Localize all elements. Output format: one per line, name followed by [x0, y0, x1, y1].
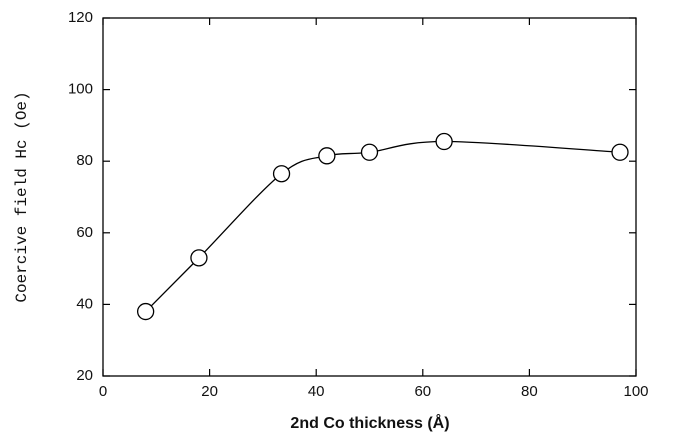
- y-tick-label: 60: [76, 224, 93, 241]
- data-point: [318, 147, 336, 165]
- y-tick-label: 20: [76, 367, 93, 384]
- x-tick-label: 20: [201, 383, 218, 400]
- x-axis-title: 2nd Co thickness (Å): [290, 413, 449, 432]
- data-point: [360, 143, 379, 161]
- y-tick-label: 80: [76, 152, 93, 169]
- x-tick-label: 0: [99, 383, 107, 400]
- x-tick-label: 60: [414, 383, 431, 400]
- x-tick-label: 100: [623, 383, 648, 400]
- y-tick-label: 40: [76, 295, 93, 312]
- plot-frame: [102, 17, 637, 377]
- y-tick-label: 120: [68, 9, 93, 26]
- x-tick-label: 40: [308, 383, 325, 400]
- data-point: [435, 132, 453, 151]
- data-point: [136, 302, 155, 321]
- data-point: [190, 249, 208, 267]
- y-axis-title: Coercive field Hc (Oe): [13, 91, 31, 302]
- data-point: [272, 165, 291, 183]
- data-point: [611, 143, 629, 161]
- x-tick-label: 80: [521, 383, 538, 400]
- y-tick-label: 100: [68, 81, 93, 98]
- series-line: [145, 140, 621, 313]
